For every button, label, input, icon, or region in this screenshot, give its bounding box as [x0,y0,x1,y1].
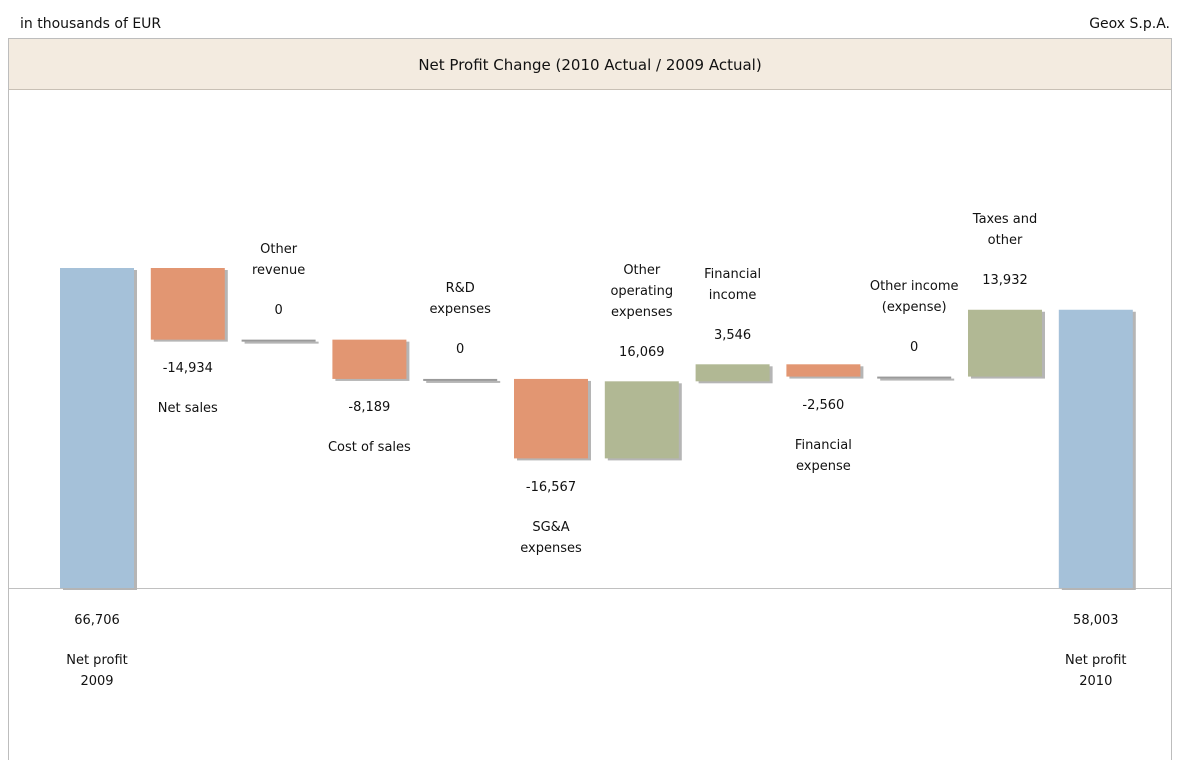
value-label: -16,567 [525,479,577,495]
bar [604,381,679,459]
category-label: R&D expenses [429,281,491,318]
value-label: 16,069 [619,344,665,360]
bar [786,364,861,377]
category-label: Other operating expenses [610,262,674,320]
bar [695,364,770,382]
unit-note: in thousands of EUR [20,16,162,32]
bar-shadow [244,341,319,344]
bar [332,339,407,379]
category-label: Net profit 2009 [66,652,128,689]
value-label: 0 [910,340,919,356]
value-label: 0 [456,342,465,358]
value-label: -8,189 [348,400,391,416]
category-label: Net profit 2010 [1065,652,1127,689]
bar [877,376,952,379]
value-label: 58,003 [1073,612,1119,628]
bar [150,268,225,340]
value-label: 66,706 [74,612,120,628]
category-label: Other revenue [251,242,306,279]
value-label: 0 [274,303,283,319]
title-band [9,39,1171,89]
bar [60,268,134,588]
value-label: -2,560 [802,398,845,414]
category-label: Taxes and other [972,212,1038,249]
category-label: SG&A expenses [520,519,582,556]
category-label: Other income (expense) [869,279,959,316]
bar [423,378,498,381]
category-label: Financial expense [794,438,852,475]
category-label: Net sales [157,401,218,417]
bar-shadow [426,380,501,383]
value-label: -14,934 [162,361,213,377]
category-label: Cost of sales [327,440,411,456]
bar [968,309,1042,377]
category-label: Financial income [704,266,762,303]
value-label: 3,546 [713,327,752,343]
bar [1058,309,1133,588]
value-label: 13,932 [982,273,1028,289]
company: Geox S.p.A. [1089,16,1170,32]
bar [514,378,588,459]
bar-shadow [880,378,955,381]
bar [241,339,316,342]
chart-title: Net Profit Change (2010 Actual / 2009 Ac… [418,56,762,74]
